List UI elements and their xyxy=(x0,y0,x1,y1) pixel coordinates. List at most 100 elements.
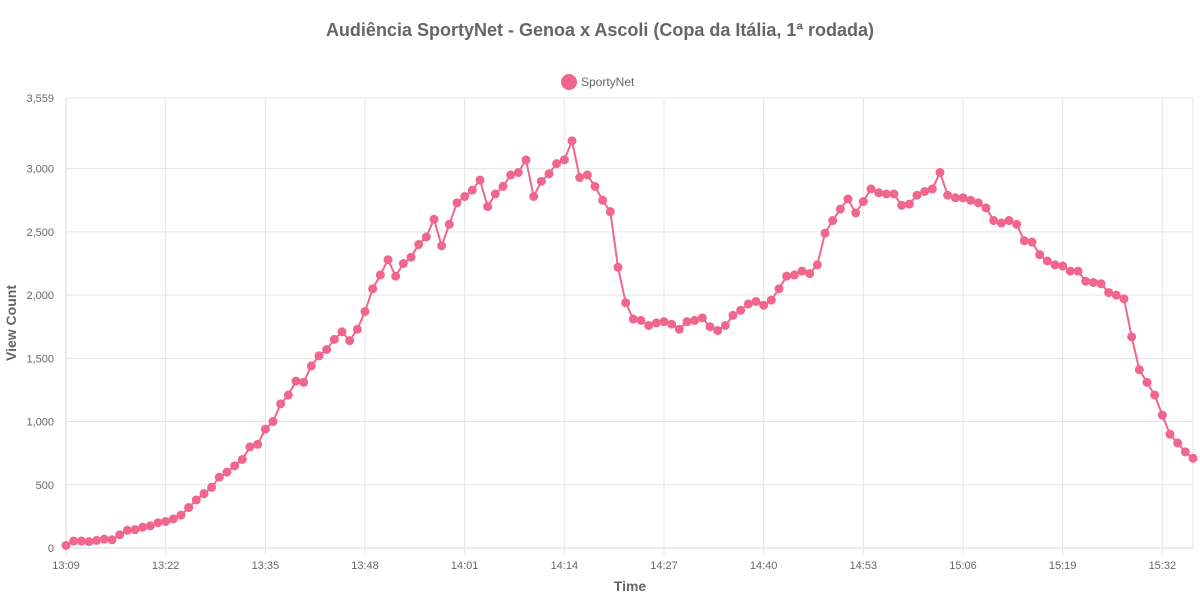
data-point[interactable] xyxy=(720,320,730,330)
data-point[interactable] xyxy=(368,284,378,294)
data-point[interactable] xyxy=(222,467,232,477)
data-point[interactable] xyxy=(912,190,922,200)
data-point[interactable] xyxy=(950,193,960,203)
data-point[interactable] xyxy=(92,535,102,545)
data-point[interactable] xyxy=(1127,332,1137,342)
data-point[interactable] xyxy=(291,376,301,386)
legend[interactable]: SportyNet xyxy=(561,74,635,90)
data-point[interactable] xyxy=(1019,236,1029,246)
data-point[interactable] xyxy=(973,198,983,208)
data-point[interactable] xyxy=(805,269,815,279)
data-point[interactable] xyxy=(475,175,485,185)
data-point[interactable] xyxy=(667,319,677,329)
data-point[interactable] xyxy=(1111,290,1121,300)
data-point[interactable] xyxy=(874,188,884,198)
data-point[interactable] xyxy=(245,442,255,452)
data-point[interactable] xyxy=(1096,279,1106,289)
data-point[interactable] xyxy=(1180,447,1190,457)
data-point[interactable] xyxy=(429,214,439,224)
data-point[interactable] xyxy=(935,167,945,177)
data-point[interactable] xyxy=(1173,438,1183,448)
data-point[interactable] xyxy=(76,536,86,546)
data-point[interactable] xyxy=(161,516,171,526)
data-point[interactable] xyxy=(337,327,347,337)
data-point[interactable] xyxy=(490,189,500,199)
data-point[interactable] xyxy=(674,324,684,334)
data-point[interactable] xyxy=(981,203,991,213)
data-point[interactable] xyxy=(705,322,715,332)
data-point[interactable] xyxy=(1073,266,1083,276)
data-point[interactable] xyxy=(621,298,631,308)
data-point[interactable] xyxy=(437,241,447,251)
data-point[interactable] xyxy=(897,200,907,210)
data-point[interactable] xyxy=(682,317,692,327)
data-point[interactable] xyxy=(759,300,769,310)
data-point[interactable] xyxy=(69,536,79,546)
data-point[interactable] xyxy=(659,317,669,327)
data-point[interactable] xyxy=(513,167,523,177)
data-point[interactable] xyxy=(782,271,792,281)
data-point[interactable] xyxy=(214,472,224,482)
data-point[interactable] xyxy=(774,284,784,294)
data-point[interactable] xyxy=(1165,429,1175,439)
data-point[interactable] xyxy=(521,155,531,165)
data-point[interactable] xyxy=(145,521,155,531)
data-point[interactable] xyxy=(483,202,493,212)
data-point[interactable] xyxy=(1035,250,1045,260)
data-point[interactable] xyxy=(191,495,201,505)
data-point[interactable] xyxy=(820,228,830,238)
data-point[interactable] xyxy=(237,454,247,464)
data-point[interactable] xyxy=(797,266,807,276)
data-point[interactable] xyxy=(843,194,853,204)
data-point[interactable] xyxy=(122,525,132,535)
data-point[interactable] xyxy=(506,170,516,180)
data-point[interactable] xyxy=(881,189,891,199)
data-point[interactable] xyxy=(575,173,585,183)
data-point[interactable] xyxy=(582,170,592,180)
data-point[interactable] xyxy=(559,155,569,165)
data-point[interactable] xyxy=(927,184,937,194)
data-point[interactable] xyxy=(1004,216,1014,226)
data-point[interactable] xyxy=(1027,237,1037,247)
data-point[interactable] xyxy=(743,299,753,309)
data-point[interactable] xyxy=(153,518,163,528)
data-point[interactable] xyxy=(751,296,761,306)
data-point[interactable] xyxy=(138,522,148,532)
data-point[interactable] xyxy=(414,240,424,250)
data-point[interactable] xyxy=(644,320,654,330)
data-point[interactable] xyxy=(828,216,838,226)
data-point[interactable] xyxy=(115,530,125,540)
data-point[interactable] xyxy=(383,255,393,265)
data-point[interactable] xyxy=(636,315,646,325)
data-point[interactable] xyxy=(452,198,462,208)
data-point[interactable] xyxy=(345,336,355,346)
data-point[interactable] xyxy=(1157,410,1167,420)
data-point[interactable] xyxy=(276,399,286,409)
data-point[interactable] xyxy=(444,219,454,229)
data-point[interactable] xyxy=(352,324,362,334)
data-point[interactable] xyxy=(1058,261,1068,271)
data-point[interactable] xyxy=(375,270,385,280)
data-point[interactable] xyxy=(605,207,615,217)
data-point[interactable] xyxy=(253,439,263,449)
data-point[interactable] xyxy=(851,208,861,218)
data-point[interactable] xyxy=(1088,277,1098,287)
data-point[interactable] xyxy=(613,262,623,272)
data-point[interactable] xyxy=(996,218,1006,228)
data-point[interactable] xyxy=(1104,288,1114,298)
data-point[interactable] xyxy=(107,535,117,545)
data-point[interactable] xyxy=(498,181,508,191)
data-point[interactable] xyxy=(1188,453,1198,463)
data-point[interactable] xyxy=(736,305,746,315)
data-point[interactable] xyxy=(1142,377,1152,387)
data-point[interactable] xyxy=(889,189,899,199)
data-point[interactable] xyxy=(61,540,71,550)
data-point[interactable] xyxy=(858,197,868,207)
data-point[interactable] xyxy=(176,510,186,520)
data-point[interactable] xyxy=(966,195,976,205)
data-point[interactable] xyxy=(958,193,968,203)
data-point[interactable] xyxy=(199,489,209,499)
data-point[interactable] xyxy=(391,271,401,281)
data-point[interactable] xyxy=(590,181,600,191)
data-point[interactable] xyxy=(835,204,845,214)
